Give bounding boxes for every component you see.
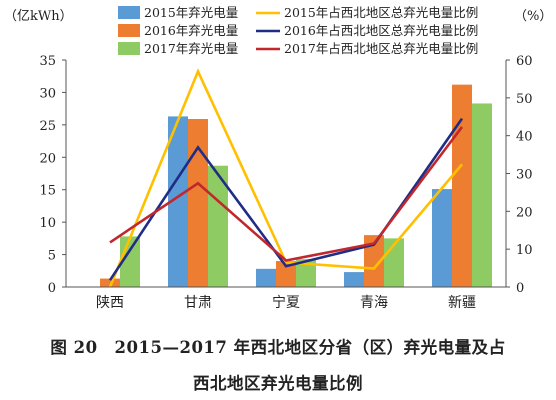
y-axis-right-tick-label: 60 xyxy=(516,54,533,69)
series-line xyxy=(108,68,463,288)
legend-label: 2015年弃光电量 xyxy=(144,5,238,20)
legend-swatch xyxy=(118,42,140,55)
y-axis-left-tick-label: 30 xyxy=(39,86,56,101)
bar xyxy=(256,268,276,287)
y-axis-left-tick-label: 10 xyxy=(39,216,56,231)
y-axis-right-tick-label: 50 xyxy=(516,92,533,107)
y-axis-left-tick-label: 35 xyxy=(39,54,56,69)
y-axis-left-ticks: 0 5 10 15 20 25 30 35 xyxy=(39,54,66,296)
y-axis-right-ticks: 0 10 20 30 40 50 60 xyxy=(506,54,533,296)
bars xyxy=(100,84,492,288)
figure-caption-line2: 西北地区弃光电量比例 xyxy=(193,374,363,393)
bar xyxy=(472,103,492,287)
y-axis-right-tick-label: 10 xyxy=(516,243,533,258)
lines xyxy=(108,68,464,288)
bar xyxy=(168,116,188,287)
x-axis-tick-label: 宁夏 xyxy=(272,294,300,311)
x-axis-tick-label: 陕西 xyxy=(96,295,124,311)
bar xyxy=(276,261,296,287)
bar xyxy=(432,189,452,287)
figure-caption-line1: 图 20 2015—2017 年西北地区分省（区）弃光电量及占 xyxy=(50,338,506,357)
y-axis-right-tick-label: 30 xyxy=(516,168,533,183)
legend-label: 2016年弃光电量 xyxy=(144,23,238,38)
bar xyxy=(188,119,208,288)
y-axis-left-tick-label: 20 xyxy=(39,151,56,166)
y-axis-left-tick-label: 15 xyxy=(39,184,56,199)
legend: 2015年弃光电量 2016年弃光电量 2017年弃光电量 2015年占西北地区总弃光… xyxy=(118,5,478,56)
bar xyxy=(100,278,120,287)
y-axis-left-tick-label: 25 xyxy=(39,119,56,134)
legend-swatch xyxy=(118,6,140,19)
bar xyxy=(344,272,364,287)
y-axis-left-tick-label: 5 xyxy=(48,249,56,264)
y-axis-left-label: （亿kWh） xyxy=(4,9,73,24)
bar xyxy=(364,235,384,287)
x-axis-tick-label: 新疆 xyxy=(448,295,476,311)
legend-label: 2015年占西北地区总弃光电量比例 xyxy=(284,5,478,20)
x-axis-tick-label: 甘肃 xyxy=(184,295,212,311)
y-axis-right-tick-label: 40 xyxy=(516,130,533,145)
x-axis-tick-label: 青海 xyxy=(360,295,388,311)
y-axis-right-tick-label: 0 xyxy=(516,281,524,296)
series-line xyxy=(109,126,464,262)
chart: 2015年弃光电量 2016年弃光电量 2017年弃光电量 2015年占西北地区总弃光… xyxy=(4,5,552,311)
y-axis-right-label: （%） xyxy=(514,9,552,24)
series-line xyxy=(108,117,464,281)
x-axis-tick-labels: 陕西 甘肃 宁夏 青海 新疆 xyxy=(96,294,476,311)
legend-label: 2017年占西北地区总弃光电量比例 xyxy=(284,41,478,56)
legend-label: 2017年弃光电量 xyxy=(144,41,238,56)
y-axis-right-tick-label: 20 xyxy=(516,205,533,220)
axes xyxy=(65,60,507,288)
bar xyxy=(296,259,316,287)
legend-swatch xyxy=(118,24,140,37)
legend-label: 2016年占西北地区总弃光电量比例 xyxy=(284,23,478,38)
y-axis-left-tick-label: 0 xyxy=(48,281,56,296)
bar xyxy=(452,84,472,287)
